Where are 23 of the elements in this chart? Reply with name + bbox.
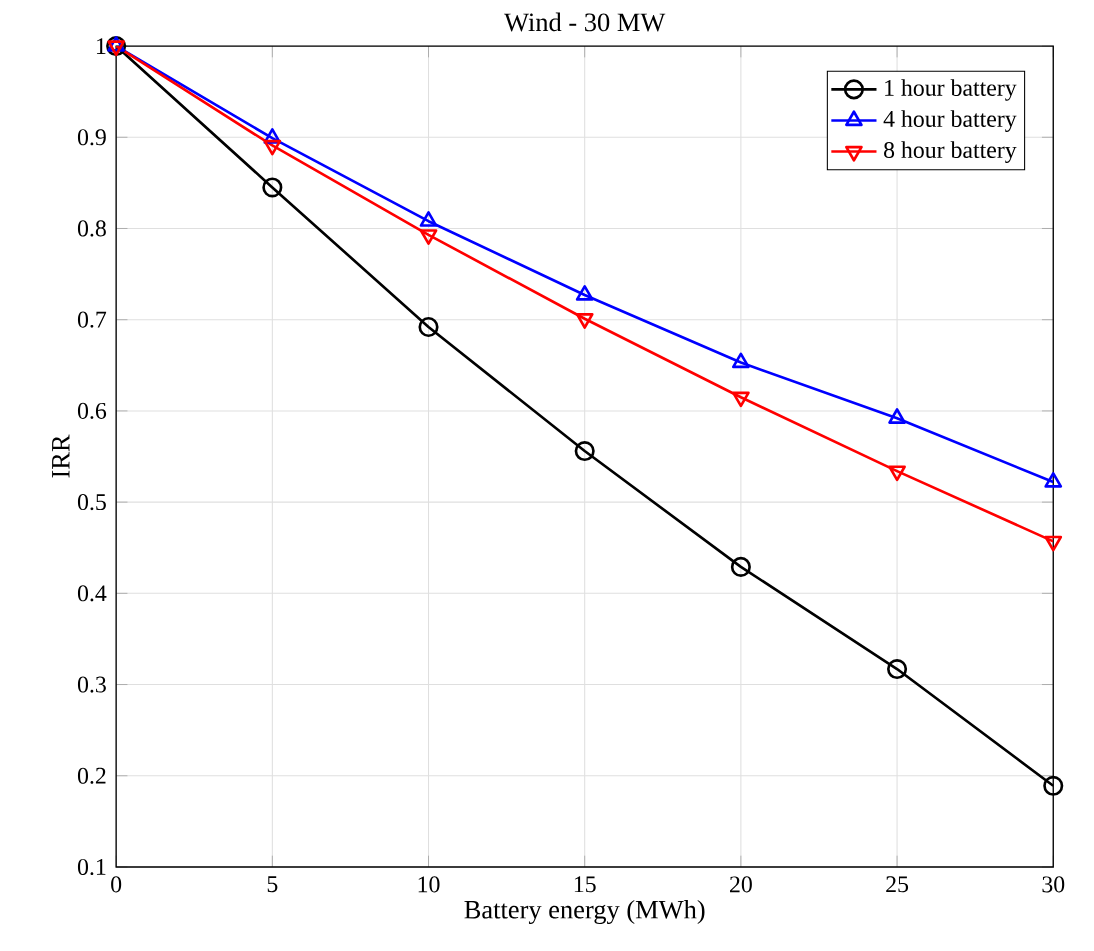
x-axis-title: Battery energy (MWh) <box>464 899 705 925</box>
y-tick-label: 1 <box>96 38 106 54</box>
x-tick-label: 0 <box>111 876 122 893</box>
y-tick-label: 0.7 <box>77 311 107 328</box>
x-tick-label: 5 <box>267 876 278 893</box>
y-tick-label: 0.9 <box>77 129 106 146</box>
y-tick-label: 0.2 <box>77 767 106 784</box>
x-tick-label: 25 <box>886 876 909 893</box>
x-tick-label: 15 <box>574 876 596 893</box>
chart-title: Wind - 30 MW <box>504 12 666 32</box>
y-tick-label: 0.1 <box>77 858 106 876</box>
legend-label: 8 hour battery <box>884 141 1017 163</box>
legend-label: 1 hour battery <box>885 79 1017 101</box>
legend-label: 4 hour battery <box>883 110 1017 132</box>
x-tick-label: 20 <box>730 876 752 893</box>
x-tick-label: 30 <box>1042 876 1065 893</box>
y-tick-label: 0.6 <box>77 402 107 419</box>
x-tick-label: 10 <box>418 876 440 893</box>
y-tick-label: 0.8 <box>77 220 106 237</box>
y-axis-title: IRR <box>52 434 70 478</box>
y-tick-label: 0.4 <box>77 585 107 602</box>
y-tick-label: 0.5 <box>77 493 106 511</box>
y-tick-label: 0.3 <box>77 676 106 693</box>
